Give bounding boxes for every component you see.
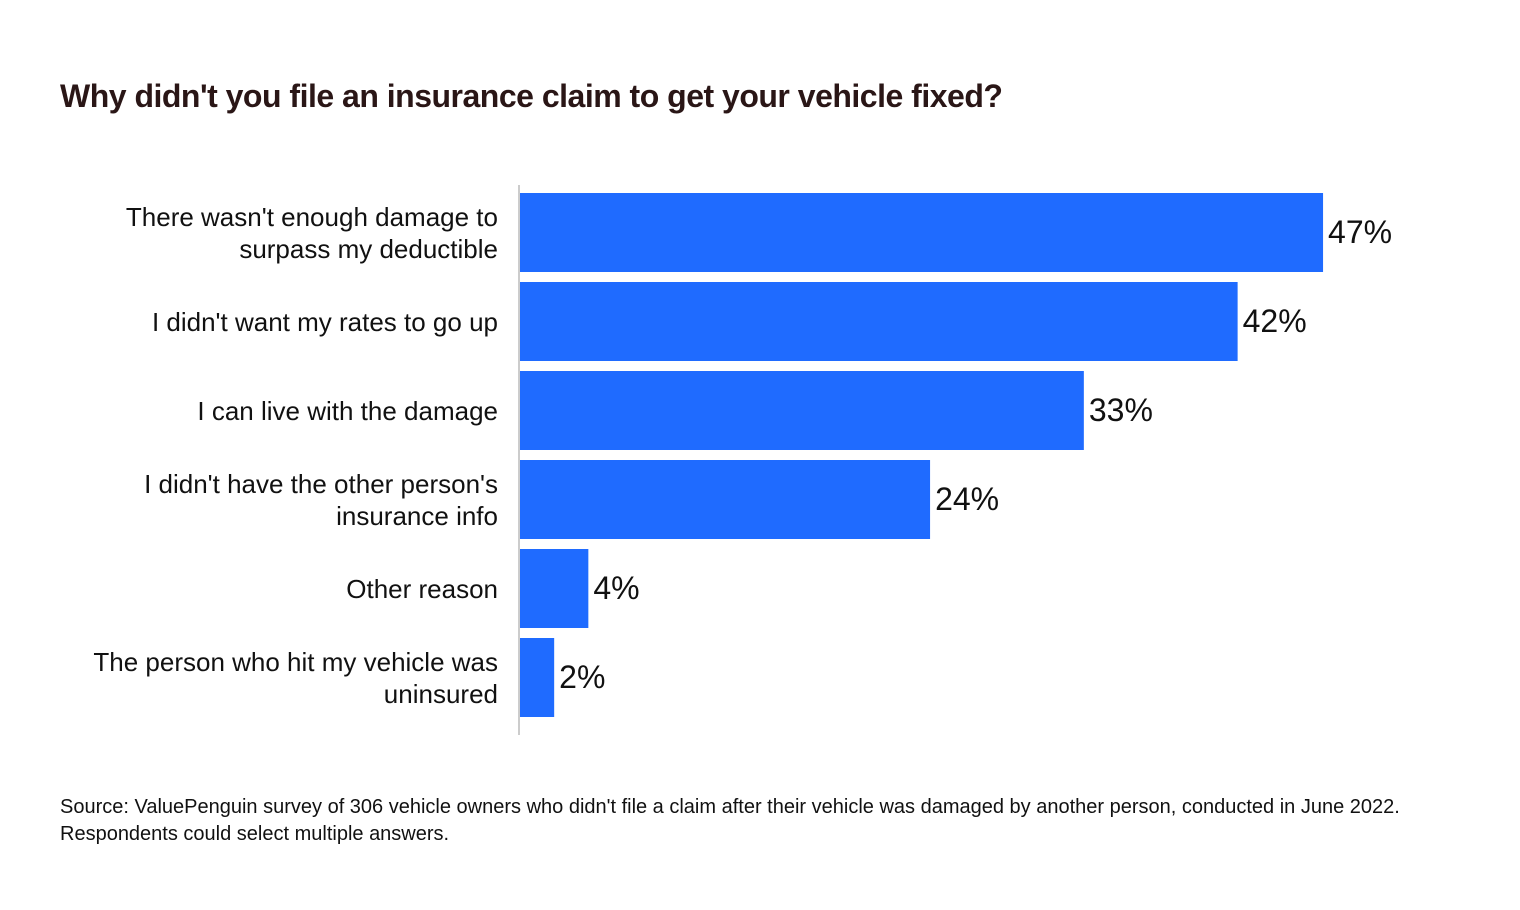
chart-title: Why didn't you file an insurance claim t… <box>60 78 1003 114</box>
value-label: 47% <box>1328 214 1393 250</box>
value-label: 33% <box>1088 392 1153 428</box>
category-label: There wasn't enough damage to surpass my… <box>125 201 498 264</box>
category-label: Other reason <box>346 573 498 604</box>
value-label: 24% <box>935 481 1000 517</box>
category-label: I can live with the damage <box>197 395 498 426</box>
category-label: I didn't want my rates to go up <box>151 306 498 337</box>
category-label: I didn't have the other person's insuran… <box>144 468 498 531</box>
bar <box>520 193 1324 272</box>
bar <box>520 549 589 628</box>
value-label: 2% <box>559 659 606 695</box>
value-label: 4% <box>593 570 640 606</box>
bar <box>520 638 555 717</box>
bar <box>520 371 1084 450</box>
source-note: Source: ValuePenguin survey of 306 vehic… <box>60 796 1400 845</box>
bar <box>520 282 1238 361</box>
value-label: 42% <box>1242 303 1307 339</box>
bar <box>520 460 931 539</box>
category-label: The person who hit my vehicle was uninsu… <box>93 646 498 709</box>
